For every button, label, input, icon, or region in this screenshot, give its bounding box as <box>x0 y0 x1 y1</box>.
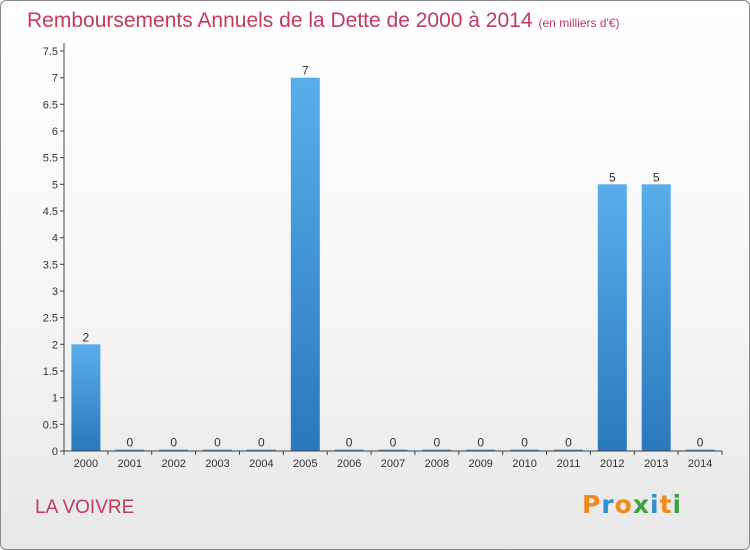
x-tick-label-2001: 2001 <box>118 458 142 470</box>
y-tick-label: 0.5 <box>43 419 58 431</box>
unit-subtitle: (en milliers d'€) <box>538 16 620 30</box>
x-tick-label-2009: 2009 <box>468 458 492 470</box>
logo-letter: x <box>632 490 650 519</box>
x-tick-label-2002: 2002 <box>161 458 185 470</box>
x-tick-label-2014: 2014 <box>688 458 712 470</box>
logo-letter: i <box>650 490 660 519</box>
data-label-2003: 0 <box>214 436 221 450</box>
title-text: Remboursements Annuels de la Dette de 20… <box>27 9 533 32</box>
data-label-2011: 0 <box>565 436 572 450</box>
data-label-2012: 5 <box>609 170 616 184</box>
logo-letter: i <box>672 490 683 519</box>
data-label-2000: 2 <box>83 330 90 344</box>
bar-2003 <box>203 449 232 451</box>
data-label-2014: 0 <box>697 436 704 450</box>
data-label-2004: 0 <box>258 436 265 450</box>
data-label-2005: 7 <box>302 64 309 78</box>
logo-letter: r <box>601 490 615 519</box>
bar-2002 <box>159 449 189 451</box>
x-tick-label-2010: 2010 <box>512 458 536 470</box>
logo-letter: t <box>659 490 673 519</box>
y-tick-label: 3 <box>52 286 58 298</box>
x-tick-label-2006: 2006 <box>337 458 361 470</box>
bar-2014 <box>685 449 715 451</box>
bar-2012 <box>597 184 627 452</box>
data-label-2006: 0 <box>346 436 353 450</box>
chart-title: Remboursements Annuels de la Dette de 20… <box>27 9 620 33</box>
x-tick-label-2012: 2012 <box>600 458 624 470</box>
data-label-2007: 0 <box>390 436 397 450</box>
x-tick-label-2008: 2008 <box>425 458 449 470</box>
data-label-2001: 0 <box>126 436 133 450</box>
y-tick-label: 5 <box>52 179 58 191</box>
data-label-2009: 0 <box>477 436 484 450</box>
x-tick-label-2013: 2013 <box>644 458 668 470</box>
y-tick-label: 1.5 <box>43 366 58 378</box>
bar-2013 <box>641 184 671 452</box>
proxiti-logo: Proxiti <box>582 490 682 519</box>
bar-2006 <box>334 449 364 451</box>
x-tick-label-2000: 2000 <box>74 458 98 470</box>
bar-2000 <box>71 344 101 451</box>
data-label-2010: 0 <box>521 436 528 450</box>
bar-2001 <box>115 449 145 451</box>
bar-2004 <box>246 449 276 451</box>
y-tick-label: 7 <box>52 73 58 85</box>
data-label-2002: 0 <box>170 436 177 450</box>
y-tick-label: 5.5 <box>43 153 58 165</box>
y-tick-label: 1 <box>52 393 58 405</box>
y-tick-label: 7.5 <box>43 46 58 58</box>
bar-2005 <box>290 77 320 451</box>
bar-2009 <box>466 449 496 451</box>
x-tick-label-2007: 2007 <box>381 458 405 470</box>
logo-letter: P <box>582 490 602 519</box>
y-tick-label: 4 <box>52 233 58 245</box>
bar-2008 <box>422 449 452 451</box>
x-tick-label-2004: 2004 <box>249 458 273 470</box>
data-label-2013: 5 <box>653 170 660 184</box>
y-tick-label: 2.5 <box>43 313 58 325</box>
data-label-2008: 0 <box>434 436 441 450</box>
commune-name: LA VOIVRE <box>35 497 135 518</box>
x-tick-label-2005: 2005 <box>293 458 317 470</box>
y-tick-label: 6.5 <box>43 99 58 111</box>
x-tick-label-2003: 2003 <box>205 458 229 470</box>
y-tick-label: 0 <box>52 446 58 458</box>
y-tick-label: 6 <box>52 126 58 138</box>
bar-2007 <box>378 449 408 451</box>
bar-2010 <box>510 449 540 451</box>
y-tick-label: 3.5 <box>43 259 58 271</box>
y-tick-label: 2 <box>52 339 58 351</box>
x-tick-label-2011: 2011 <box>557 458 581 470</box>
logo-letter: o <box>614 490 633 519</box>
y-tick-label: 4.5 <box>43 206 58 218</box>
bar-2011 <box>554 449 583 451</box>
